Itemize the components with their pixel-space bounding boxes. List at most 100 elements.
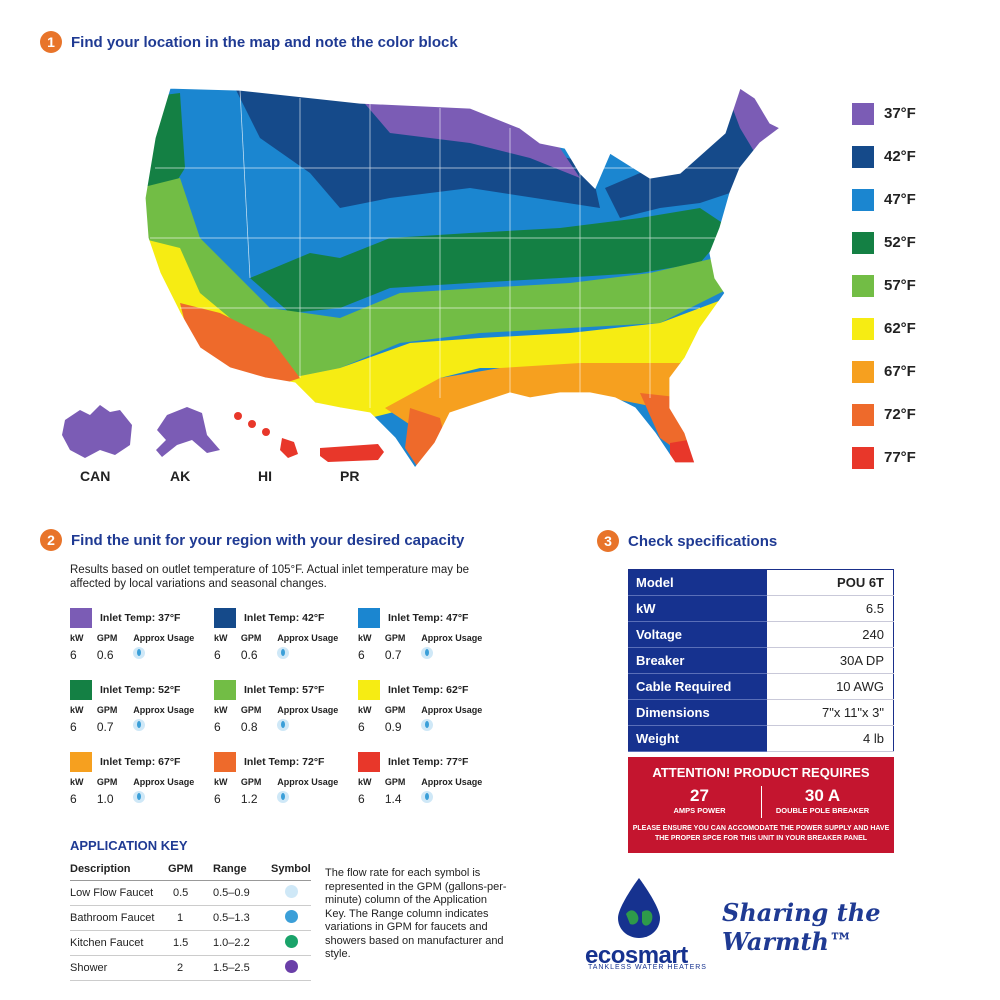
unit-swatch bbox=[358, 752, 380, 772]
unit-title: Inlet Temp: 52°F bbox=[100, 684, 181, 696]
unit-gpm: 0.8 bbox=[240, 719, 258, 734]
legend-item: 57°F bbox=[852, 264, 916, 307]
legend-item: 62°F bbox=[852, 307, 916, 350]
spec-key: Model bbox=[628, 569, 767, 596]
drop-icon bbox=[421, 719, 434, 731]
spec-value: 4 lb bbox=[767, 725, 894, 752]
table-row: Model POU 6T bbox=[628, 569, 894, 596]
drop-icon bbox=[133, 647, 146, 659]
amps-value: 27 bbox=[690, 786, 709, 805]
step-2-title: Find the unit for your region with your … bbox=[71, 531, 465, 549]
appkey-range: 0.5–1.3 bbox=[213, 905, 271, 931]
canada-shape bbox=[62, 405, 132, 458]
unit-card: Inlet Temp: 52°F kW GPM Approx Usage 6 0.7 bbox=[70, 680, 210, 734]
unit-kw: 6 bbox=[358, 719, 365, 734]
table-row: Voltage 240 bbox=[628, 621, 894, 648]
unit-title: Inlet Temp: 47°F bbox=[388, 612, 469, 624]
unit-kw: 6 bbox=[70, 719, 77, 734]
col-kw: kW bbox=[358, 777, 372, 787]
spec-key: kW bbox=[628, 595, 767, 622]
table-row: kW 6.5 bbox=[628, 595, 894, 622]
col-usage: Approx Usage bbox=[277, 777, 339, 787]
legend-item: 77°F bbox=[852, 436, 916, 479]
unit-gpm: 0.7 bbox=[384, 647, 402, 662]
step-1-header: 1 Find your location in the map and note… bbox=[40, 31, 458, 53]
unit-swatch bbox=[214, 680, 236, 700]
unit-kw: 6 bbox=[70, 647, 77, 662]
col-kw: kW bbox=[70, 705, 84, 715]
label-hi: HI bbox=[258, 468, 272, 484]
legend-item: 42°F bbox=[852, 135, 916, 178]
legend-swatch bbox=[852, 403, 874, 426]
col-gpm: GPM bbox=[96, 633, 118, 643]
spec-key: Cable Required bbox=[628, 673, 767, 700]
appkey-gpm: 1.5 bbox=[168, 930, 213, 956]
step-3-title: Check specifications bbox=[628, 532, 778, 550]
table-row: Shower 2 1.5–2.5 bbox=[70, 955, 311, 981]
drop-icon bbox=[133, 791, 146, 803]
col-usage: Approx Usage bbox=[421, 777, 483, 787]
appkey-range: 0.5–0.9 bbox=[213, 880, 271, 906]
legend-swatch bbox=[852, 188, 874, 211]
unit-gpm: 0.6 bbox=[240, 647, 258, 662]
spec-value: 10 AWG bbox=[767, 673, 894, 700]
legend-label: 47°F bbox=[884, 191, 916, 208]
col-kw: kW bbox=[214, 633, 228, 643]
legend-label: 37°F bbox=[884, 105, 916, 122]
bathroom-faucet-icon bbox=[284, 910, 298, 923]
specifications-table: Model POU 6T kW 6.5 Voltage 240 Breaker 30A … bbox=[628, 569, 894, 752]
legend-label: 67°F bbox=[884, 363, 916, 380]
attention-footer: PLEASE ENSURE YOU CAN ACCOMODATE THE POW… bbox=[632, 825, 890, 842]
unit-title: Inlet Temp: 67°F bbox=[100, 756, 181, 768]
col-usage: Approx Usage bbox=[133, 633, 195, 643]
unit-gpm: 0.9 bbox=[384, 719, 402, 734]
application-key-title: APPLICATION KEY bbox=[70, 838, 188, 853]
col-kw: kW bbox=[358, 705, 372, 715]
drop-icon bbox=[421, 647, 434, 659]
appkey-gpm: 2 bbox=[168, 955, 213, 981]
col-gpm: GPM bbox=[240, 633, 262, 643]
ecosmart-drop-logo-icon bbox=[618, 878, 660, 938]
unit-swatch bbox=[358, 608, 380, 628]
legend-item: 67°F bbox=[852, 350, 916, 393]
unit-swatch bbox=[214, 752, 236, 772]
col-kw: kW bbox=[214, 705, 228, 715]
hawaii-shape bbox=[234, 412, 298, 458]
appkey-header-range: Range bbox=[213, 860, 271, 881]
unit-swatch bbox=[214, 608, 236, 628]
legend-swatch bbox=[852, 145, 874, 168]
col-gpm: GPM bbox=[96, 777, 118, 787]
spec-value: 240 bbox=[767, 621, 894, 648]
appkey-description: Bathroom Faucet bbox=[70, 905, 168, 931]
unit-title: Inlet Temp: 37°F bbox=[100, 612, 181, 624]
unit-gpm: 1.4 bbox=[384, 791, 402, 806]
unit-card: Inlet Temp: 77°F kW GPM Approx Usage 6 1.4 bbox=[358, 752, 498, 806]
legend-swatch bbox=[852, 317, 874, 340]
col-usage: Approx Usage bbox=[277, 705, 339, 715]
results-note: Results based on outlet temperature of 1… bbox=[70, 564, 470, 590]
unit-kw: 6 bbox=[214, 791, 221, 806]
col-kw: kW bbox=[70, 633, 84, 643]
table-row: Dimensions 7"x 11"x 3" bbox=[628, 699, 894, 726]
drop-icon bbox=[133, 719, 146, 731]
col-gpm: GPM bbox=[384, 633, 406, 643]
legend-label: 52°F bbox=[884, 234, 916, 251]
table-row: Kitchen Faucet 1.5 1.0–2.2 bbox=[70, 930, 311, 956]
legend-label: 57°F bbox=[884, 277, 916, 294]
attention-divider bbox=[760, 786, 762, 818]
spec-key: Dimensions bbox=[628, 699, 767, 726]
table-row: Cable Required 10 AWG bbox=[628, 673, 894, 700]
table-row: Bathroom Faucet 1 0.5–1.3 bbox=[70, 905, 311, 931]
attention-title: ATTENTION! PRODUCT REQUIRES bbox=[652, 765, 870, 780]
unit-card: Inlet Temp: 57°F kW GPM Approx Usage 6 0.8 bbox=[214, 680, 354, 734]
kitchen-faucet-icon bbox=[284, 935, 298, 948]
label-ak: AK bbox=[170, 468, 191, 484]
appkey-description: Low Flow Faucet bbox=[70, 880, 168, 906]
col-kw: kW bbox=[214, 777, 228, 787]
legend-item: 52°F bbox=[852, 221, 916, 264]
label-can: CAN bbox=[80, 468, 111, 484]
puerto-rico-shape bbox=[320, 444, 384, 462]
legend-swatch bbox=[852, 274, 874, 297]
col-gpm: GPM bbox=[384, 777, 406, 787]
unit-kw: 6 bbox=[214, 719, 221, 734]
